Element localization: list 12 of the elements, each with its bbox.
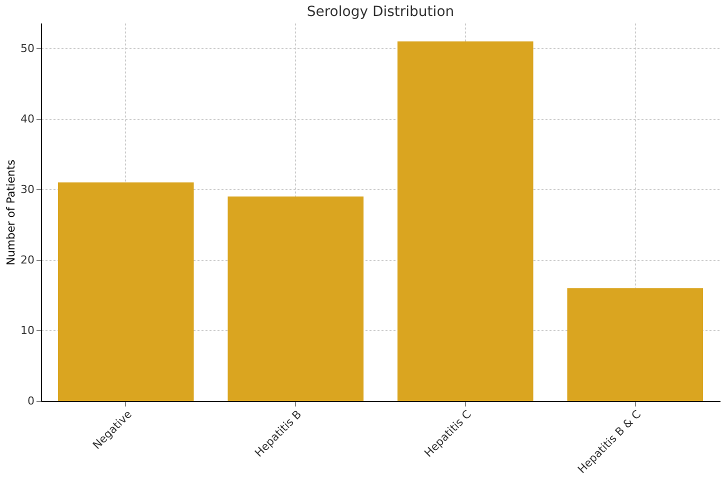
y-tick-label: 0	[28, 394, 34, 408]
bar	[58, 182, 194, 401]
y-tick-label: 30	[20, 182, 34, 196]
y-tick-label: 50	[20, 42, 34, 55]
y-tick-label: 20	[20, 253, 34, 266]
y-tick-label: 10	[20, 324, 34, 337]
chart-title: Serology Distribution	[306, 4, 454, 20]
y-tick-label: 40	[20, 112, 34, 126]
bar	[567, 288, 704, 401]
y-axis-title: Number of Patients	[4, 159, 18, 266]
bar	[228, 196, 364, 401]
bar	[397, 41, 534, 401]
